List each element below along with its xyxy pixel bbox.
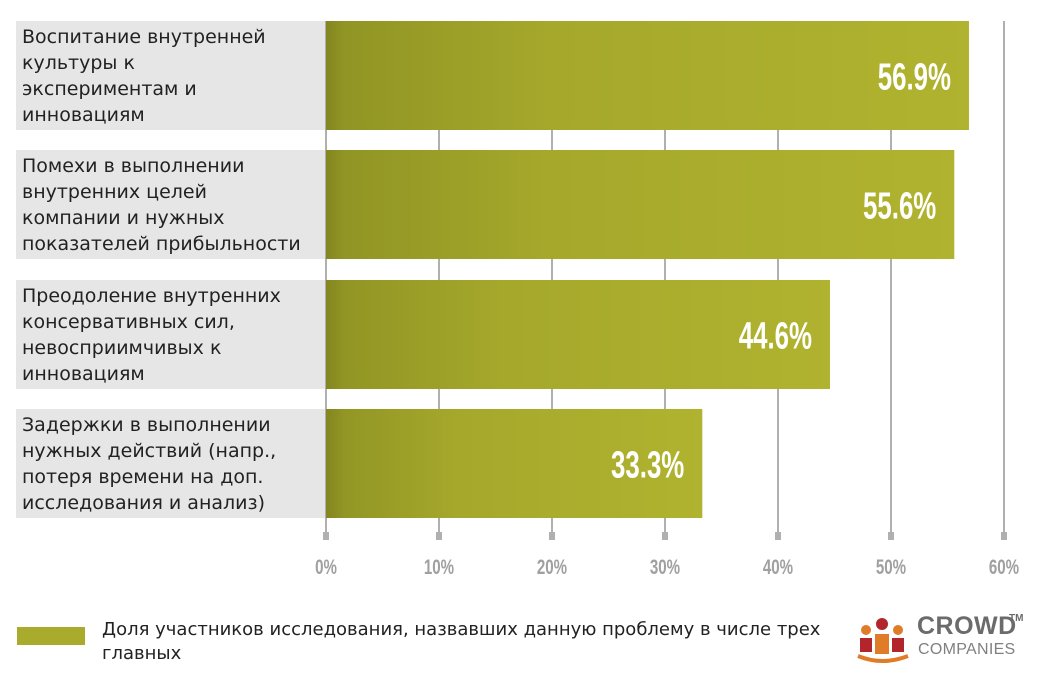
tick-mark: [1001, 532, 1007, 540]
x-tick-label: 0%: [315, 554, 337, 578]
tick-mark: [549, 532, 555, 540]
x-tick-label: 60%: [989, 554, 1019, 578]
category-label: Помехи в выполнении внутренних целей ком…: [22, 154, 301, 255]
bar-shadow: [326, 21, 344, 130]
legend-label: Доля участников исследования, назвавших …: [102, 619, 821, 664]
bar-value-label: 33.3%: [611, 444, 684, 486]
legend-swatch: [17, 627, 85, 645]
logo-trademark: TM: [1009, 613, 1024, 624]
bar-value-label: 55.6%: [863, 185, 936, 227]
bar: [326, 409, 703, 518]
bar-shadow: [326, 409, 344, 518]
category-label: Воспитание внутренней культуры к экспери…: [22, 25, 266, 126]
logo-text-companies: COMPANIES: [918, 641, 1016, 658]
x-tick-label: 40%: [763, 554, 793, 578]
bar: [326, 21, 969, 130]
category-label-background: [16, 21, 326, 130]
category-label-background: [16, 280, 326, 389]
bar: [326, 150, 955, 259]
bar-shadow: [326, 280, 344, 389]
category-label-background: [16, 150, 326, 259]
x-tick-label: 50%: [876, 554, 906, 578]
tick-mark: [662, 532, 668, 540]
x-tick-label: 30%: [650, 554, 680, 578]
x-tick-label: 10%: [424, 554, 454, 578]
category-label: Преодоление внутренних консервативных си…: [22, 284, 281, 385]
bar: [326, 280, 830, 389]
tick-mark: [888, 532, 894, 540]
bar-chart: 56.9% 55.6% 44.6% 33.3% 0% 10% 20% 30% 40% 50% 60…: [16, 21, 1019, 579]
category-label: Задержки в выполнении нужных действий (н…: [22, 413, 277, 514]
x-tick-label: 20%: [537, 554, 567, 578]
crowd-companies-logo: CROWD TM COMPANIES: [856, 612, 1056, 672]
category-label-background: [16, 409, 326, 518]
logo-text-crowd: CROWD: [917, 612, 1017, 640]
tick-mark: [775, 532, 781, 540]
tick-mark: [323, 532, 329, 540]
bar-value-label: 56.9%: [878, 56, 951, 98]
bar-value-label: 44.6%: [739, 315, 812, 357]
bar-shadow: [326, 150, 344, 259]
crowd-companies-logo-icon: [857, 618, 909, 663]
tick-mark: [436, 532, 442, 540]
